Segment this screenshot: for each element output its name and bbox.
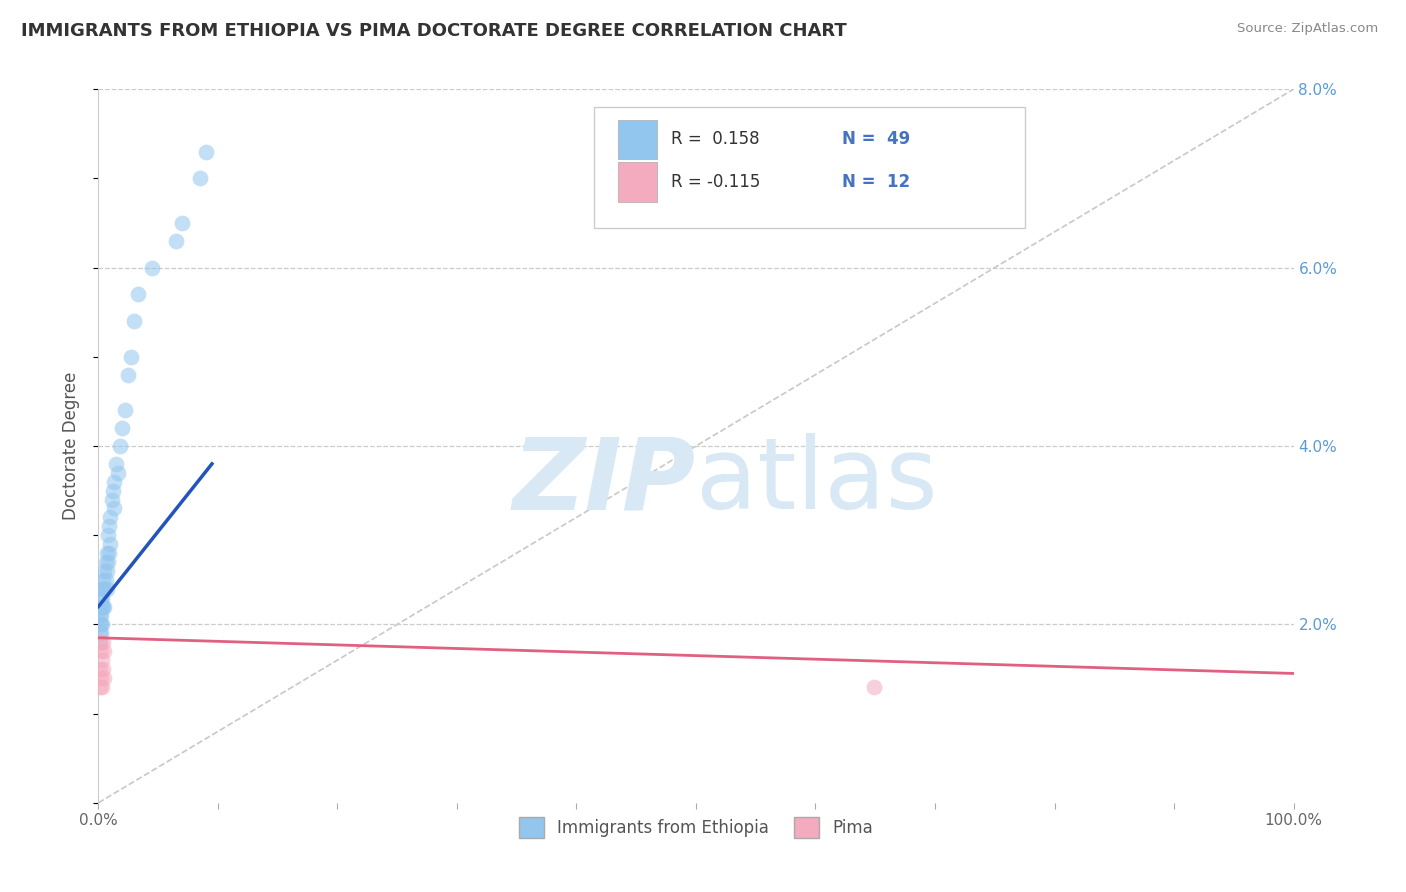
Point <box>98 537 122 551</box>
Point <box>103 501 125 516</box>
Text: N =  49: N = 49 <box>842 130 910 148</box>
Point <box>91 599 114 614</box>
Point <box>91 582 114 596</box>
Point <box>93 671 115 685</box>
Point <box>93 644 115 658</box>
Text: N =  12: N = 12 <box>842 173 910 191</box>
Point <box>90 626 112 640</box>
Point <box>172 216 194 230</box>
Point <box>90 591 112 605</box>
Text: IMMIGRANTS FROM ETHIOPIA VS PIMA DOCTORATE DEGREE CORRELATION CHART: IMMIGRANTS FROM ETHIOPIA VS PIMA DOCTORA… <box>21 22 846 40</box>
Point <box>98 546 121 560</box>
Point <box>98 519 121 533</box>
Point <box>89 608 111 623</box>
Point <box>91 635 114 649</box>
Point <box>89 680 111 694</box>
Point <box>91 573 114 587</box>
Point <box>91 582 114 596</box>
Point <box>124 314 146 328</box>
Point <box>90 644 112 658</box>
FancyBboxPatch shape <box>619 120 657 159</box>
Point <box>89 662 111 676</box>
Point <box>127 287 149 301</box>
FancyBboxPatch shape <box>619 162 657 202</box>
Point <box>117 368 139 382</box>
Point <box>90 671 112 685</box>
Point <box>91 680 114 694</box>
Text: ZIP: ZIP <box>513 434 696 530</box>
Point <box>91 653 114 667</box>
Point <box>103 475 125 489</box>
Legend: Immigrants from Ethiopia, Pima: Immigrants from Ethiopia, Pima <box>512 811 880 845</box>
Point <box>93 582 115 596</box>
Point <box>97 528 120 542</box>
Point <box>90 617 112 632</box>
Point <box>97 555 120 569</box>
Point <box>98 510 122 524</box>
Text: R = -0.115: R = -0.115 <box>671 173 761 191</box>
Point <box>89 635 111 649</box>
Point <box>94 555 117 569</box>
Text: Source: ZipAtlas.com: Source: ZipAtlas.com <box>1237 22 1378 36</box>
Point <box>89 599 111 614</box>
Point <box>195 145 218 159</box>
Point <box>107 466 129 480</box>
Text: R =  0.158: R = 0.158 <box>671 130 759 148</box>
Point <box>89 626 111 640</box>
Point <box>91 662 114 676</box>
Point <box>91 599 114 614</box>
Point <box>165 234 187 248</box>
Y-axis label: Doctorate Degree: Doctorate Degree <box>62 372 80 520</box>
Point <box>111 421 134 435</box>
Point <box>188 171 211 186</box>
Text: atlas: atlas <box>696 434 938 530</box>
Point <box>91 591 114 605</box>
Point <box>120 350 142 364</box>
Point <box>141 260 163 275</box>
Point <box>108 439 131 453</box>
Point <box>863 680 886 694</box>
Point <box>96 582 118 596</box>
Point <box>93 599 115 614</box>
Point <box>93 564 115 578</box>
Point <box>94 573 117 587</box>
Point <box>114 403 136 417</box>
Point <box>101 483 124 498</box>
FancyBboxPatch shape <box>595 107 1025 228</box>
Point <box>96 546 118 560</box>
Point <box>105 457 128 471</box>
Point <box>89 617 111 632</box>
Point <box>90 608 112 623</box>
Point <box>91 617 114 632</box>
Point <box>90 599 112 614</box>
Point <box>96 564 118 578</box>
Point <box>100 492 122 507</box>
Point <box>89 635 111 649</box>
